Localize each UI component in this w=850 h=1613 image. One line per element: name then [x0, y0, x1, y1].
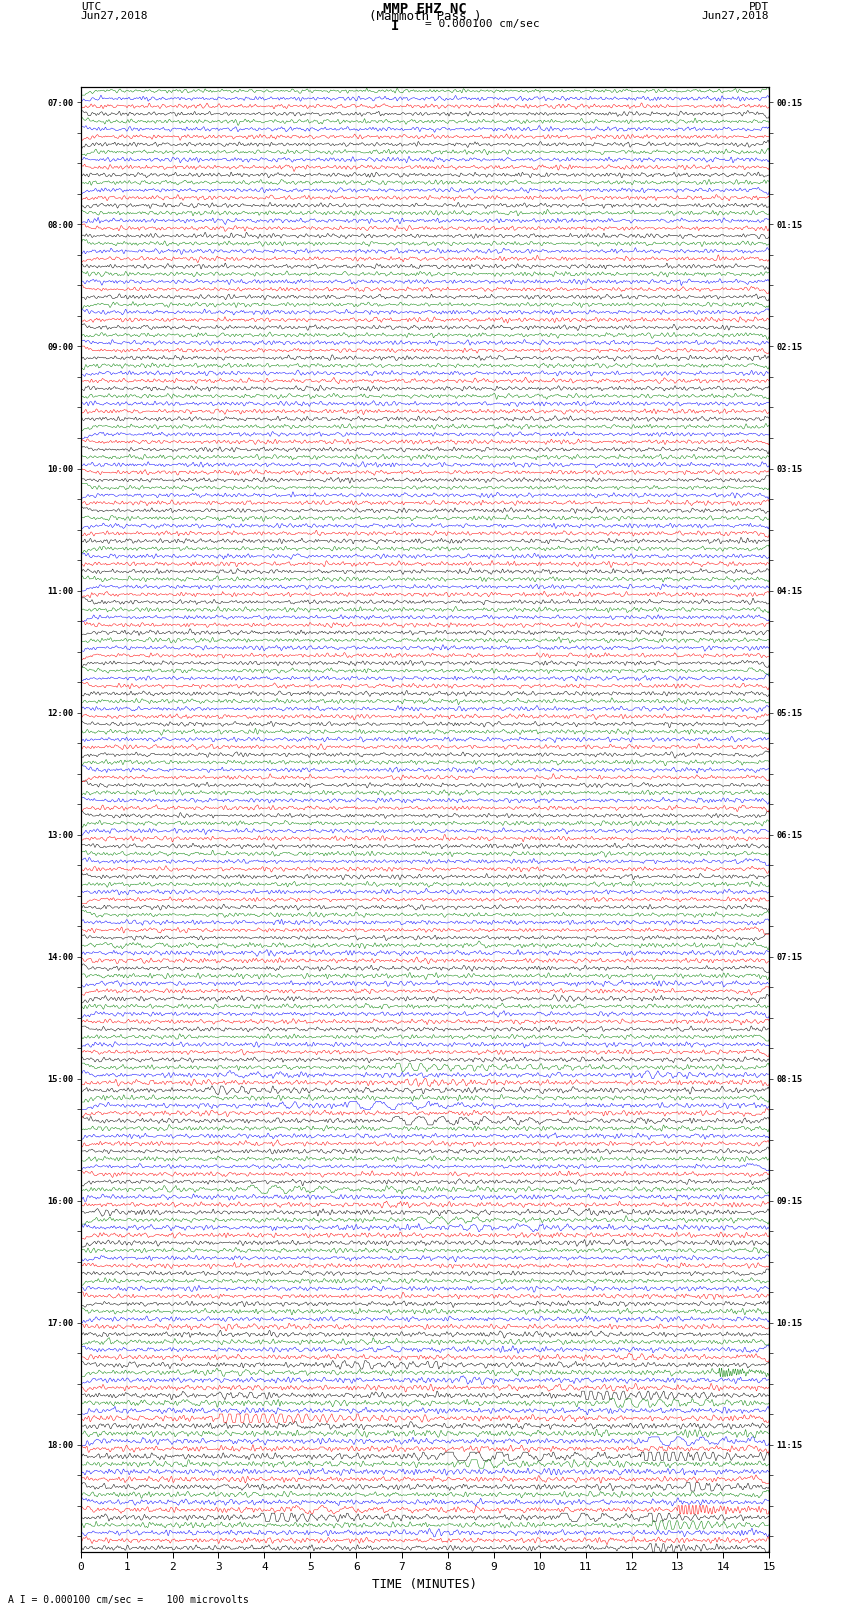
- Text: Jun27,2018: Jun27,2018: [702, 11, 769, 21]
- X-axis label: TIME (MINUTES): TIME (MINUTES): [372, 1578, 478, 1590]
- Text: UTC: UTC: [81, 3, 101, 13]
- Text: PDT: PDT: [749, 3, 769, 13]
- Text: I: I: [391, 18, 399, 32]
- Text: A I = 0.000100 cm/sec =    100 microvolts: A I = 0.000100 cm/sec = 100 microvolts: [8, 1595, 249, 1605]
- Text: (Mammoth Pass ): (Mammoth Pass ): [369, 11, 481, 24]
- Text: MMP EHZ NC: MMP EHZ NC: [383, 3, 467, 16]
- Text: Jun27,2018: Jun27,2018: [81, 11, 148, 21]
- Text: = 0.000100 cm/sec: = 0.000100 cm/sec: [425, 18, 540, 29]
